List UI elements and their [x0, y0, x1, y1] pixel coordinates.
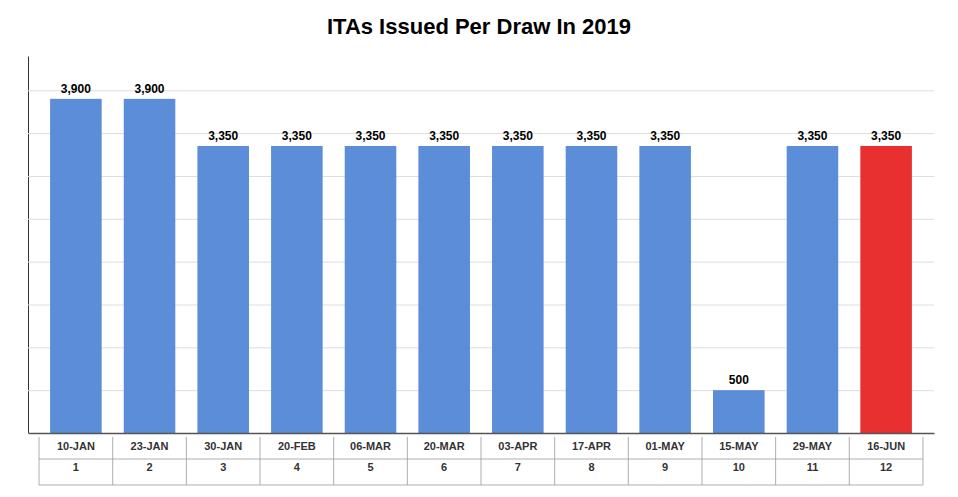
y-tick — [28, 433, 934, 434]
x-tick: 06-MAR 5 — [350, 433, 391, 473]
data-label: 3,350 — [429, 129, 459, 143]
x-tick: 20-FEB 4 — [278, 433, 316, 473]
x-tick: 23-JAN 2 — [131, 433, 169, 473]
x-tick-label-row2: 2 — [146, 461, 152, 473]
x-tick: 01-MAY 9 — [645, 433, 685, 473]
x-tick-label: 17-APR — [572, 440, 611, 452]
x-tick: 30-JAN 3 — [204, 433, 242, 473]
table-divider — [39, 485, 923, 486]
data-labels: 3,900 3,900 3,350 3,350 3,350 3,350 3,350 3,350… — [61, 82, 902, 387]
x-tick: 20-MAR 6 — [424, 433, 465, 473]
title: ITAs Issued Per Draw In 2019 — [327, 14, 631, 39]
data-label: 3,350 — [650, 129, 680, 143]
x-tick: 03-APR 7 — [498, 433, 537, 473]
x-tick-label-row2: 3 — [220, 461, 226, 473]
x-tick-label-row2: 5 — [367, 461, 373, 473]
table-divider — [112, 437, 113, 485]
x-tick-label-row2: 4 — [294, 461, 301, 473]
bar — [124, 99, 176, 433]
bar — [566, 146, 618, 433]
bar — [271, 146, 323, 433]
table-divider — [701, 437, 702, 485]
x-tick-label-row2: 6 — [441, 461, 447, 473]
table-divider — [407, 437, 408, 485]
x-tick-label: 29-MAY — [793, 440, 833, 452]
table-divider — [922, 437, 923, 485]
table-divider — [333, 437, 334, 485]
bar — [713, 390, 765, 433]
data-label: 3,350 — [503, 129, 533, 143]
plot: 3,900 3,900 3,350 3,350 3,350 3,350 3,350 3,350… — [28, 57, 935, 486]
x-tick-label: 20-MAR — [424, 440, 465, 452]
x-tick-label: 03-APR — [498, 440, 537, 452]
x-tick: 16-JUN 12 — [867, 433, 905, 473]
bar — [492, 146, 544, 433]
table-divider — [260, 437, 261, 485]
x-axis: 10-JAN 1 23-JAN 2 30-JAN 3 20-FEB 4 06-MAR 5 20-MA… — [29, 433, 935, 485]
data-label: 3,900 — [135, 82, 165, 96]
table-divider — [628, 437, 629, 485]
x-tick-label: 20-FEB — [278, 440, 316, 452]
data-label: 3,350 — [355, 129, 385, 143]
x-tick: 15-MAY 10 — [719, 433, 759, 473]
x-axis-line — [29, 433, 935, 435]
bars — [50, 99, 912, 433]
table-divider — [849, 437, 850, 485]
y-axis — [28, 57, 934, 434]
x-tick: 10-JAN 1 — [57, 433, 95, 473]
bar — [418, 146, 470, 433]
data-label: 3,350 — [797, 129, 827, 143]
table-divider — [39, 459, 923, 460]
x-tick-label: 10-JAN — [57, 440, 95, 452]
x-tick-label: 15-MAY — [719, 440, 759, 452]
x-tick-label-row2: 1 — [73, 461, 79, 473]
table-divider — [481, 437, 482, 485]
x-tick-label-row2: 12 — [880, 461, 892, 473]
bar — [345, 146, 397, 433]
table-divider — [186, 437, 187, 485]
data-label: 3,350 — [282, 129, 312, 143]
table-divider — [39, 437, 40, 485]
y-axis-line — [28, 57, 29, 434]
data-label: 3,900 — [61, 82, 91, 96]
x-tick-label-row2: 7 — [515, 461, 521, 473]
bar — [860, 146, 912, 433]
data-label: 3,350 — [208, 129, 238, 143]
x-tick-label-row2: 9 — [662, 461, 668, 473]
x-tick: 17-APR 8 — [572, 433, 611, 473]
bar — [50, 99, 102, 433]
x-tick-label: 23-JAN — [131, 440, 169, 452]
data-label: 3,350 — [871, 129, 901, 143]
x-tick-label: 01-MAY — [645, 440, 685, 452]
x-tick-label-row2: 8 — [588, 461, 594, 473]
table-divider — [554, 437, 555, 485]
chart: ITAs Issued Per Draw In 20193,9003,9003,… — [0, 0, 958, 497]
x-tick-label: 06-MAR — [350, 440, 391, 452]
x-tick: 29-MAY 11 — [793, 433, 833, 473]
bar — [197, 146, 249, 433]
x-tick-label-row2: 10 — [733, 461, 745, 473]
data-label: 3,350 — [576, 129, 606, 143]
bar — [787, 146, 839, 433]
table-divider — [775, 437, 776, 485]
data-label: 500 — [729, 373, 749, 387]
x-tick-label-row2: 11 — [807, 461, 819, 473]
label-table — [39, 437, 923, 485]
x-tick-label: 30-JAN — [204, 440, 242, 452]
grid-line — [28, 433, 934, 434]
bar — [639, 146, 691, 433]
x-tick-label: 16-JUN — [867, 440, 905, 452]
